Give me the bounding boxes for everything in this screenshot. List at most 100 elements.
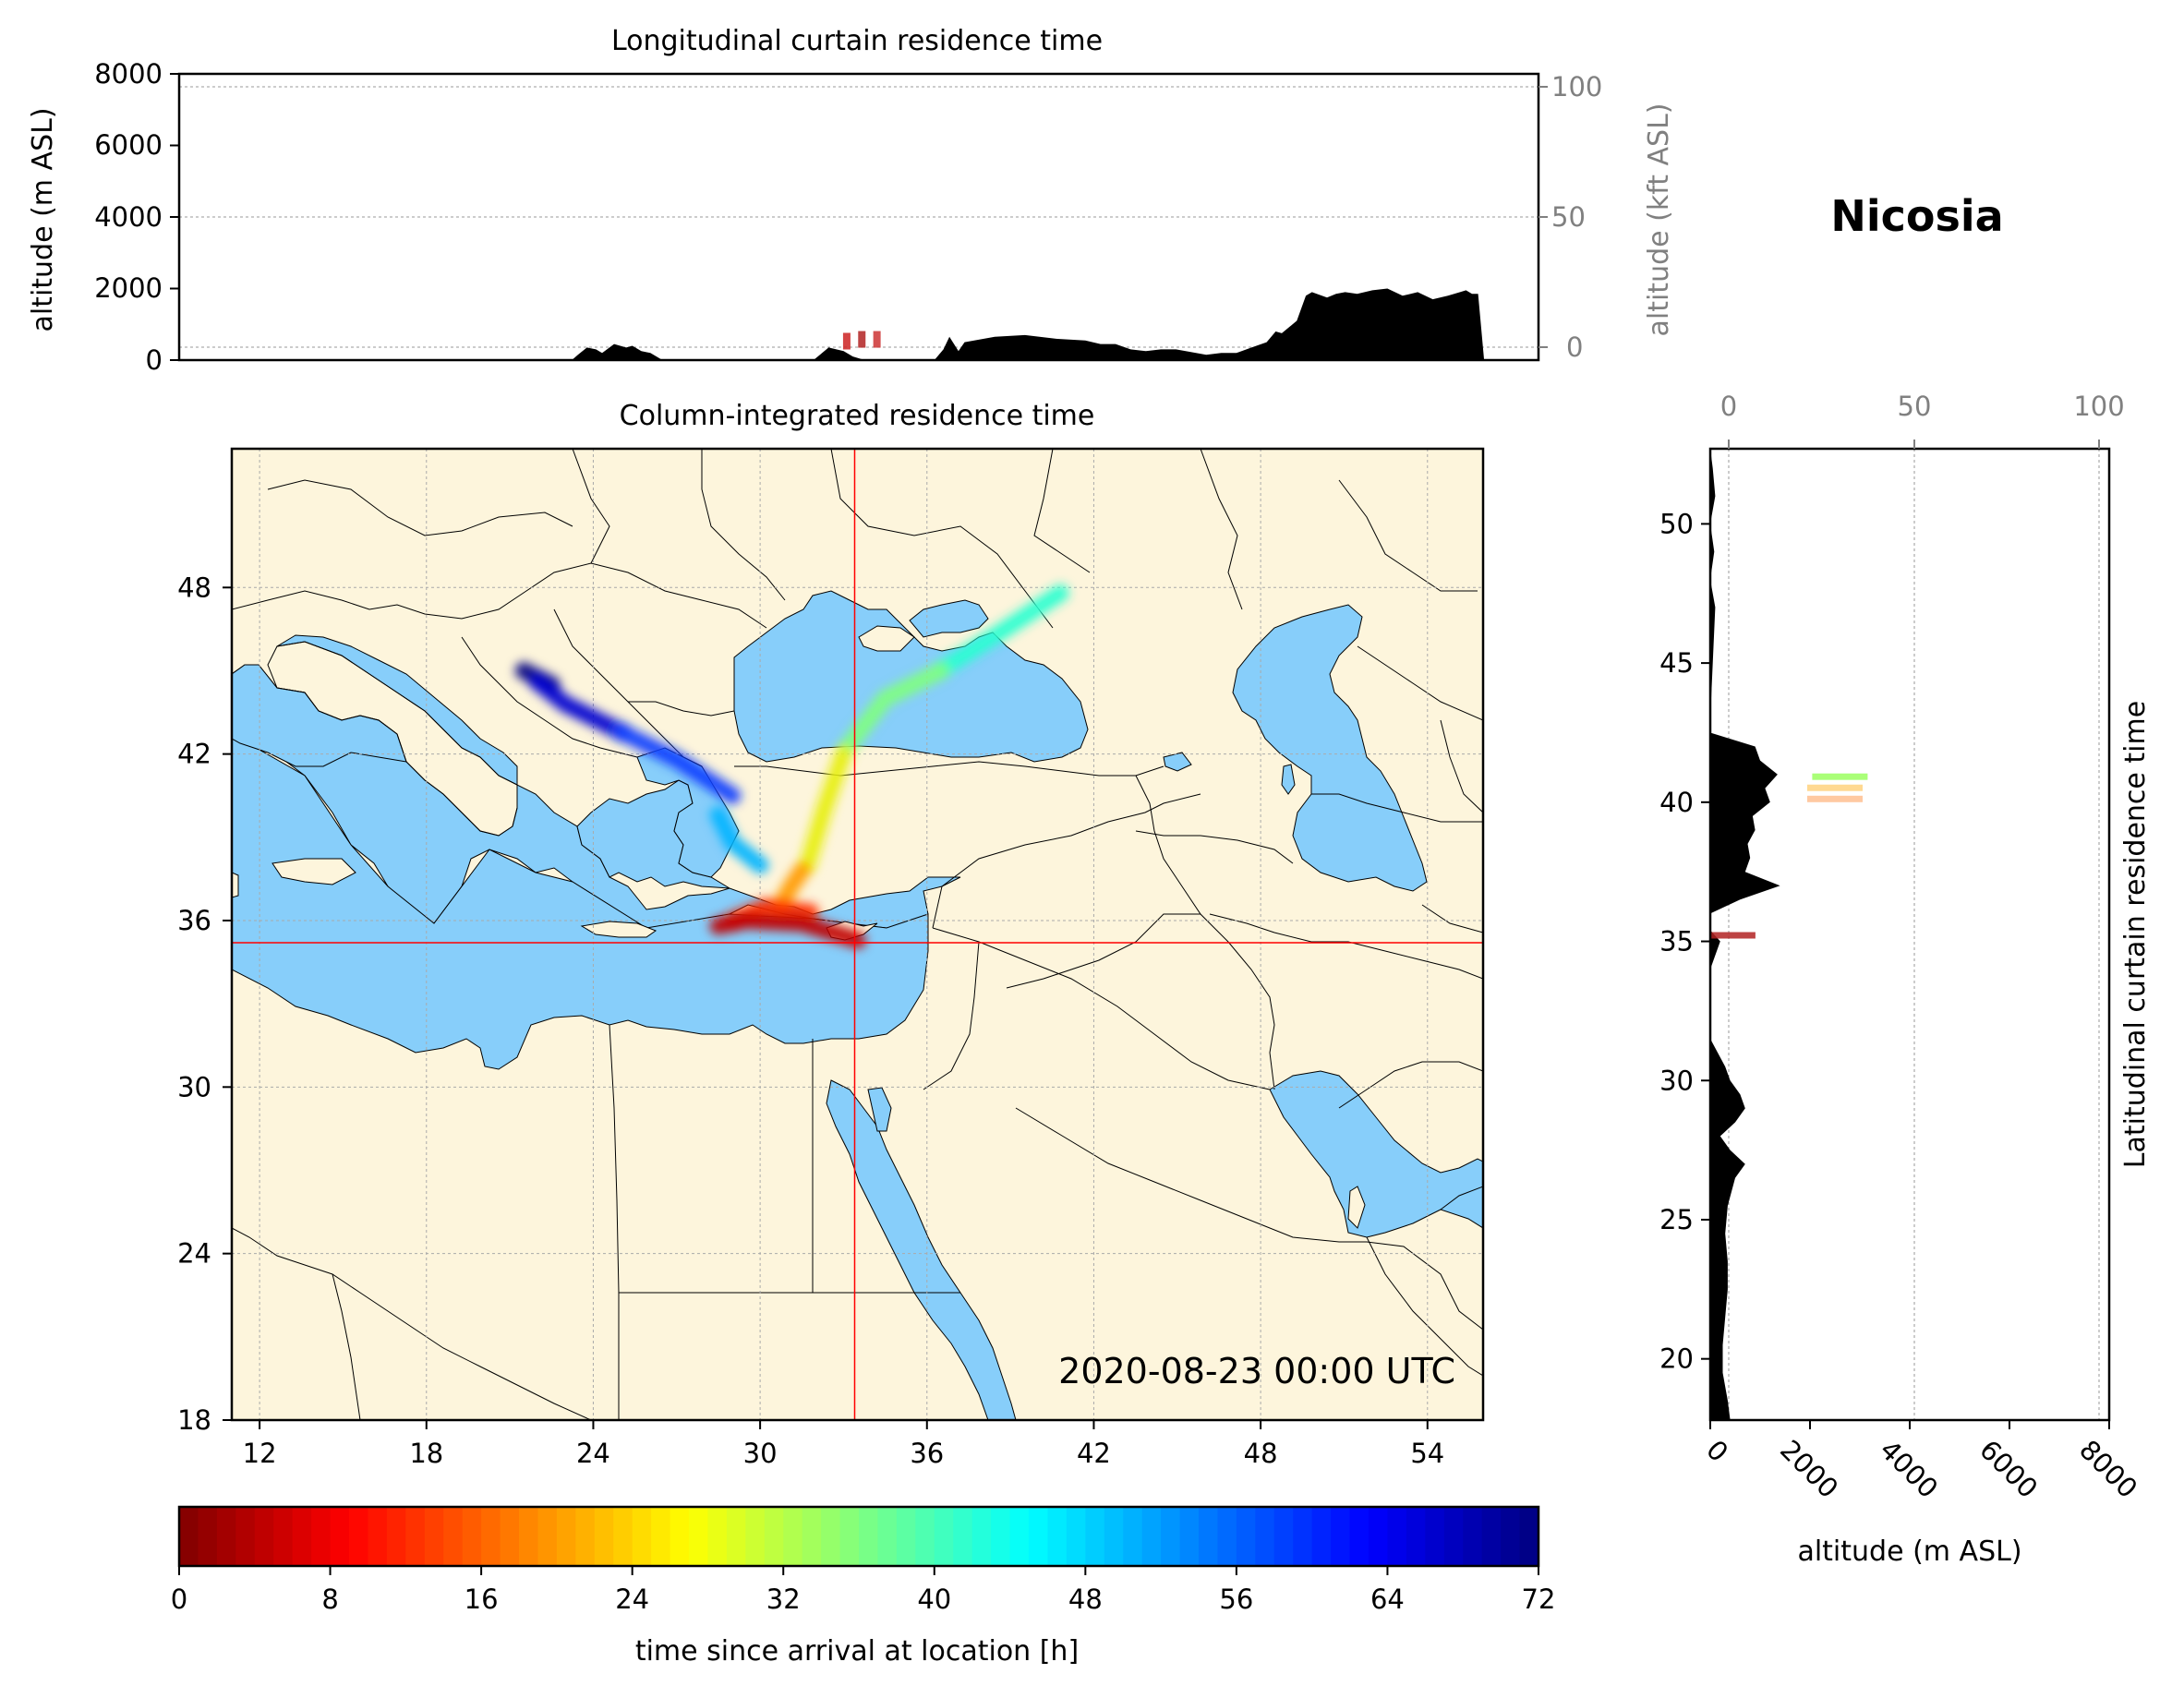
side-ytick-label: 40 (1659, 787, 1694, 818)
side-bottom-xaxis: 0 2000 4000 6000 8000 altitude (m ASL) (1700, 1420, 2143, 1568)
colorbar-tick-label: 72 (1522, 1584, 1556, 1615)
crimea (858, 625, 915, 652)
location-crosshair (232, 449, 1483, 1420)
side-xtick-label: 2000 (1774, 1434, 1844, 1504)
map-ytick-label: 48 (177, 572, 211, 603)
side-ytick-label: 25 (1659, 1204, 1694, 1235)
side-residence-marks (1710, 773, 1868, 939)
trajectory-band (712, 915, 863, 945)
map-xaxis: 12 18 24 30 36 42 48 54 (243, 1420, 1444, 1469)
map-xtick-label: 48 (1244, 1438, 1278, 1469)
colorbar-tick-label: 0 (171, 1584, 187, 1615)
side-residence-mark (1807, 784, 1863, 791)
caspian-sea (1232, 604, 1428, 892)
map-ytick-label: 24 (177, 1238, 211, 1270)
top-ytick-right-label: 0 (1566, 331, 1583, 363)
top-residence-mark (858, 331, 866, 348)
side-residence-mark (1812, 773, 1868, 780)
colorbar-frame (177, 1505, 1540, 1568)
top-ytick-label: 6000 (94, 129, 163, 161)
top-residence-marks (842, 331, 881, 350)
side-panel: 20 25 30 35 40 45 50 0 50 100 0 2000 4000 6000… (1659, 391, 2152, 1568)
top-panel-title: Longitudinal curtain residence time (611, 25, 1103, 57)
lake-urmia (1281, 764, 1296, 795)
trajectory-band (615, 726, 738, 801)
colorbar-tick-label: 48 (1068, 1584, 1103, 1615)
map-ytick-label: 36 (177, 905, 211, 936)
map-gridlines (232, 449, 1483, 1420)
map-xtick-label: 18 (409, 1438, 443, 1469)
map-xtick-label: 24 (576, 1438, 610, 1469)
colorbar-tick-label: 32 (766, 1584, 801, 1615)
side-xtick-label: 8000 (2073, 1434, 2143, 1504)
side-panel-background (1710, 449, 2109, 1420)
map-frame (230, 447, 1485, 1422)
trajectory-plume (513, 583, 1071, 950)
sardinia (232, 872, 239, 898)
top-residence-mark (842, 332, 851, 350)
map-ytick-label: 18 (177, 1404, 211, 1436)
top-ytick-label: 0 (146, 344, 163, 376)
map-xtick-label: 30 (743, 1438, 778, 1469)
side-ytick-label: 20 (1659, 1343, 1694, 1375)
crete (580, 921, 658, 938)
side-terrain-profile (1710, 449, 1780, 1420)
side-xtick-top-label: 50 (1898, 391, 1932, 422)
gulf-of-oman (1439, 1186, 1483, 1229)
top-ytick-right-label: 50 (1551, 201, 1586, 233)
side-residence-mark (1710, 932, 1756, 939)
sea-of-azov (909, 599, 989, 638)
colorbar-tick-label: 16 (465, 1584, 499, 1615)
map-xtick-label: 54 (1410, 1438, 1444, 1469)
italy-peninsula (267, 641, 518, 837)
colorbar-tick-label: 8 (321, 1584, 338, 1615)
location-name: Nicosia (1830, 191, 2003, 241)
trajectory-band (802, 748, 850, 871)
side-xtick-label: 6000 (1973, 1434, 2044, 1504)
map-xtick-label: 36 (910, 1438, 944, 1469)
main-map-panel: Column-integrated residence time (177, 400, 1485, 1469)
side-xtick-label: 4000 (1874, 1434, 1944, 1504)
gulf-of-aqaba (867, 1087, 892, 1132)
top-terrain-profile (179, 288, 1485, 360)
top-ytick-label: 8000 (94, 58, 163, 90)
side-ytick-label: 50 (1659, 508, 1694, 539)
side-ytick-label: 35 (1659, 926, 1694, 957)
colorbar-tick-label: 64 (1370, 1584, 1405, 1615)
trajectory-band (840, 665, 947, 754)
colorbar: 0 8 16 24 32 40 48 56 64 72 time since arrival at… (171, 1505, 1556, 1668)
lake-van (1163, 752, 1192, 772)
map-xtick-label: 42 (1077, 1438, 1111, 1469)
colorbar-gradient (179, 1507, 1539, 1566)
top-left-yaxis: 0 2000 4000 6000 8000 altitude (m ASL) (27, 58, 179, 376)
map-ytick-label: 30 (177, 1071, 211, 1102)
red-sea (826, 1079, 1017, 1420)
colorbar-tick-label: 40 (917, 1584, 951, 1615)
side-panel-title: Latitudinal curtain residence time (2119, 701, 2152, 1168)
top-residence-mark (873, 331, 881, 348)
map-land-features (232, 625, 1366, 1229)
side-top-xaxis: 0 50 100 (1720, 391, 2125, 449)
top-ylabel-right: altitude (kft ASL) (1643, 102, 1675, 336)
main-panel-title: Column-integrated residence time (620, 400, 1095, 432)
trajectory-band (937, 587, 1067, 674)
map-ytick-label: 42 (177, 739, 211, 770)
colorbar-ticks: 0 8 16 24 32 40 48 56 64 72 (171, 1566, 1556, 1615)
colorbar-label: time since arrival at location [h] (635, 1635, 1079, 1668)
colorbar-tick-label: 24 (615, 1584, 649, 1615)
sicily (271, 858, 356, 885)
side-xtick-label: 0 (1700, 1434, 1734, 1468)
top-ytick-right-label: 100 (1551, 71, 1602, 102)
colorbar-tick-label: 56 (1219, 1584, 1253, 1615)
side-xtick-top-label: 100 (2073, 391, 2124, 422)
trajectory-band (532, 676, 627, 738)
top-ytick-label: 2000 (94, 272, 163, 304)
top-ytick-label: 4000 (94, 201, 163, 233)
side-residence-mark (1807, 795, 1863, 802)
top-panel: Longitudinal curtain residence time 0 20… (27, 25, 1675, 376)
side-xtick-top-label: 0 (1720, 391, 1737, 422)
top-ylabel-left: altitude (m ASL) (27, 107, 59, 331)
timestamp-label: 2020-08-23 00:00 UTC (1058, 1351, 1455, 1391)
side-ytick-label: 30 (1659, 1065, 1694, 1096)
